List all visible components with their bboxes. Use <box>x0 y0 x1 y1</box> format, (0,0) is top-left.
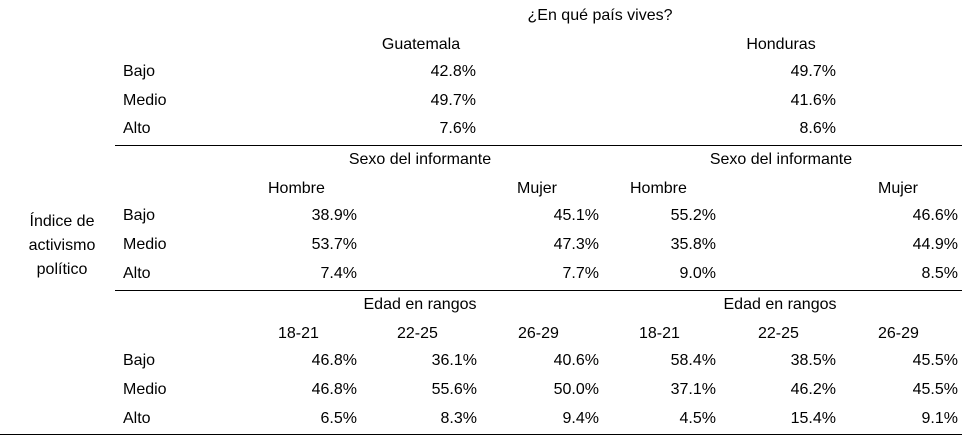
table-cell: 36.1% <box>431 352 477 369</box>
row-label: Medio <box>123 236 167 253</box>
table-cell: 15.4% <box>790 410 836 427</box>
column-header: Mujer <box>878 180 919 197</box>
table-cell: 55.2% <box>670 207 716 224</box>
table-cell: 49.7% <box>790 63 836 80</box>
row-variable-label-line: activismo <box>28 237 96 254</box>
table-cell: 46.8% <box>311 381 357 398</box>
column-header: 22-25 <box>397 325 438 342</box>
column-header: Hombre <box>268 180 325 197</box>
row-label: Bajo <box>123 207 156 224</box>
row-label: Alto <box>123 265 151 282</box>
column-header: 18-21 <box>278 325 319 342</box>
table-cell: 8.6% <box>799 120 836 137</box>
column-header: 22-25 <box>758 325 799 342</box>
table-cell: 9.4% <box>562 410 599 427</box>
table-bottom-border <box>0 434 962 435</box>
table-cell: 47.3% <box>553 236 599 253</box>
row-label: Medio <box>123 381 167 398</box>
table-cell: 45.5% <box>912 381 958 398</box>
table-cell: 6.5% <box>320 410 357 427</box>
section-title: ¿En qué país vives? <box>527 7 673 24</box>
row-label: Alto <box>123 410 151 427</box>
table-cell: 9.0% <box>679 265 716 282</box>
table-cell: 9.1% <box>921 410 958 427</box>
table-cell: 7.7% <box>562 265 599 282</box>
table-cell: 38.5% <box>790 352 836 369</box>
column-header: Mujer <box>517 180 558 197</box>
table-cell: 50.0% <box>553 381 599 398</box>
section-title: Sexo del informante <box>348 151 492 168</box>
section-divider <box>115 145 962 146</box>
column-header: Honduras <box>746 36 816 53</box>
table-cell: 7.4% <box>320 265 357 282</box>
table-cell: 8.3% <box>440 410 477 427</box>
row-variable-label-line: político <box>36 261 88 278</box>
section-title: Sexo del informante <box>709 151 853 168</box>
table-cell: 44.9% <box>912 236 958 253</box>
table-cell: 46.2% <box>790 381 836 398</box>
table-cell: 46.8% <box>311 352 357 369</box>
table-cell: 55.6% <box>431 381 477 398</box>
table-cell: 45.1% <box>553 207 599 224</box>
table-cell: 4.5% <box>679 410 716 427</box>
table-cell: 7.6% <box>439 120 476 137</box>
section-divider <box>115 290 962 291</box>
table-cell: 45.5% <box>912 352 958 369</box>
table-cell: 46.6% <box>912 207 958 224</box>
column-header: Hombre <box>630 180 687 197</box>
table-cell: 37.1% <box>670 381 716 398</box>
table-cell: 58.4% <box>670 352 716 369</box>
row-variable-label: Índice de activismo político <box>12 210 112 282</box>
row-variable-label-line: Índice de <box>29 213 95 230</box>
table-cell: 8.5% <box>921 265 958 282</box>
table-cell: 53.7% <box>311 236 357 253</box>
column-header: 18-21 <box>639 325 680 342</box>
row-label: Alto <box>123 120 151 137</box>
column-header: 26-29 <box>878 325 919 342</box>
table-cell: 49.7% <box>430 92 476 109</box>
section-title: Edad en rangos <box>363 296 477 313</box>
column-header: Guatemala <box>381 36 461 53</box>
table-cell: 38.9% <box>311 207 357 224</box>
row-label: Medio <box>123 92 167 109</box>
row-label: Bajo <box>123 63 156 80</box>
table-cell: 42.8% <box>430 63 476 80</box>
table-cell: 41.6% <box>790 92 836 109</box>
row-label: Bajo <box>123 352 156 369</box>
section-title: Edad en rangos <box>723 296 837 313</box>
column-header: 26-29 <box>518 325 559 342</box>
table-cell: 35.8% <box>670 236 716 253</box>
table-cell: 40.6% <box>553 352 599 369</box>
